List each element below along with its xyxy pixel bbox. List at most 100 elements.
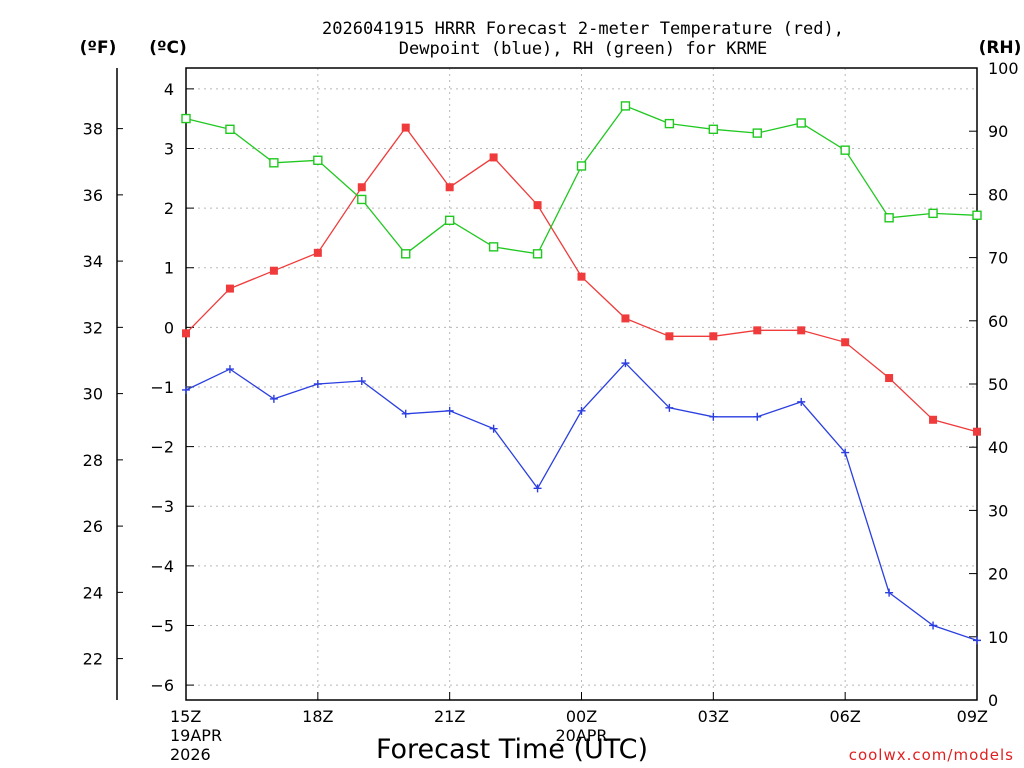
x-tick-date-label: 20APR	[555, 726, 607, 745]
temperature-point	[929, 415, 938, 424]
rh-point	[576, 161, 587, 171]
rh-point	[269, 158, 279, 168]
rh-axis-label: (RH)	[979, 38, 1022, 58]
rh-tick-label: 90	[988, 122, 1008, 141]
x-tick-date-label: 19APR	[170, 726, 222, 745]
rh-point	[796, 118, 806, 128]
x-tick-label: 15Z	[170, 707, 201, 726]
x-tick-label: 06Z	[830, 707, 861, 726]
credit-label: coolwx.com/models	[849, 746, 1014, 764]
dewpoint-point	[665, 403, 674, 412]
temperature-point	[401, 123, 410, 132]
temperature-point	[797, 326, 806, 335]
rh-tick-label: 60	[988, 312, 1008, 331]
fahrenheit-axis-label: (ºF)	[80, 38, 117, 58]
celsius-tick-label: 2	[164, 199, 174, 218]
fahrenheit-tick-label: 32	[83, 318, 103, 337]
rh-point	[401, 249, 411, 259]
dewpoint-point	[885, 588, 894, 597]
temperature-point	[753, 326, 762, 335]
temperature-point	[621, 314, 630, 323]
temperature-point	[709, 332, 718, 341]
dewpoint-point	[753, 412, 762, 421]
rh-tick-label: 10	[988, 628, 1008, 647]
rh-point	[664, 118, 675, 129]
rh-point	[181, 113, 191, 124]
temperature-point	[269, 266, 278, 275]
rh-point	[488, 242, 499, 252]
dewpoint-point	[401, 409, 410, 418]
dewpoint-point	[973, 636, 981, 645]
rh-point	[972, 210, 982, 220]
fahrenheit-tick-label: 30	[83, 385, 103, 404]
dewpoint-point	[621, 359, 630, 368]
temperature-point	[973, 427, 981, 436]
rh-tick-label: 70	[988, 249, 1008, 268]
rh-tick-label: 30	[988, 501, 1008, 520]
rh-tick-label: 20	[988, 565, 1008, 584]
rh-point	[884, 213, 894, 223]
x-axis-title: Forecast Time (UTC)	[376, 734, 648, 765]
celsius-tick-label: −3	[150, 497, 174, 516]
rh-point	[752, 128, 762, 138]
x-tick-label: 18Z	[302, 707, 333, 726]
dewpoint-point	[929, 621, 938, 630]
rh-tick-label: 50	[988, 375, 1008, 394]
dewpoint-point	[313, 380, 322, 388]
x-tick-label: 21Z	[434, 707, 465, 726]
temperature-point	[665, 332, 674, 341]
temperature-point	[445, 183, 454, 192]
rh-point	[620, 101, 631, 111]
celsius-tick-label: 0	[164, 318, 174, 337]
x-tick-label: 03Z	[698, 707, 729, 726]
temperature-point	[182, 329, 190, 338]
celsius-tick-label: −6	[150, 676, 174, 695]
x-tick-label: 00Z	[566, 707, 597, 726]
fahrenheit-tick-label: 36	[83, 186, 103, 205]
chart-title-line-1: 2026041915 HRRR Forecast 2-meter Tempera…	[322, 19, 844, 39]
rh-point	[444, 215, 455, 226]
dewpoint-point	[797, 397, 806, 406]
temperature-point	[313, 248, 322, 257]
fahrenheit-tick-label: 24	[83, 583, 103, 602]
dewpoint-point	[269, 394, 278, 403]
rh-point	[708, 124, 719, 135]
rh-point	[225, 124, 235, 135]
temperature-point	[357, 183, 366, 192]
temperature-point	[489, 153, 498, 162]
dewpoint-point	[577, 406, 586, 415]
celsius-tick-label: 4	[164, 80, 174, 99]
dewpoint-point	[533, 484, 542, 493]
dewpoint-point	[225, 365, 234, 374]
celsius-tick-label: −2	[150, 438, 174, 457]
celsius-tick-label: −4	[150, 557, 174, 576]
celsius-tick-label: 3	[164, 139, 174, 158]
rh-point	[532, 249, 543, 259]
temperature-point	[577, 272, 586, 281]
temperature-point	[225, 284, 234, 293]
rh-tick-label: 100	[988, 59, 1019, 78]
temperature-point	[885, 374, 894, 383]
dewpoint-point	[182, 385, 190, 394]
dewpoint-point	[709, 412, 718, 421]
data-series	[181, 101, 982, 645]
x-tick-label: 09Z	[957, 707, 988, 726]
celsius-tick-label: −5	[150, 616, 174, 635]
dewpoint-point	[357, 377, 366, 386]
celsius-tick-label: 1	[164, 259, 174, 278]
fahrenheit-tick-label: 38	[83, 120, 103, 139]
fahrenheit-tick-label: 26	[83, 517, 103, 536]
rh-point	[928, 208, 938, 219]
x-tick-year-label: 2026	[170, 745, 211, 764]
fahrenheit-tick-label: 28	[83, 451, 103, 470]
axes: 43210−1−2−3−4−5−638363432302826242210090…	[83, 59, 1019, 764]
rh-tick-label: 40	[988, 438, 1008, 457]
dewpoint-point	[489, 424, 498, 433]
dewpoint-point	[841, 448, 850, 457]
fahrenheit-tick-label: 22	[83, 650, 103, 669]
rh-point	[357, 194, 367, 205]
celsius-axis-label: (ºC)	[149, 38, 187, 58]
fahrenheit-tick-label: 34	[83, 252, 103, 271]
rh-tick-label: 80	[988, 185, 1008, 204]
